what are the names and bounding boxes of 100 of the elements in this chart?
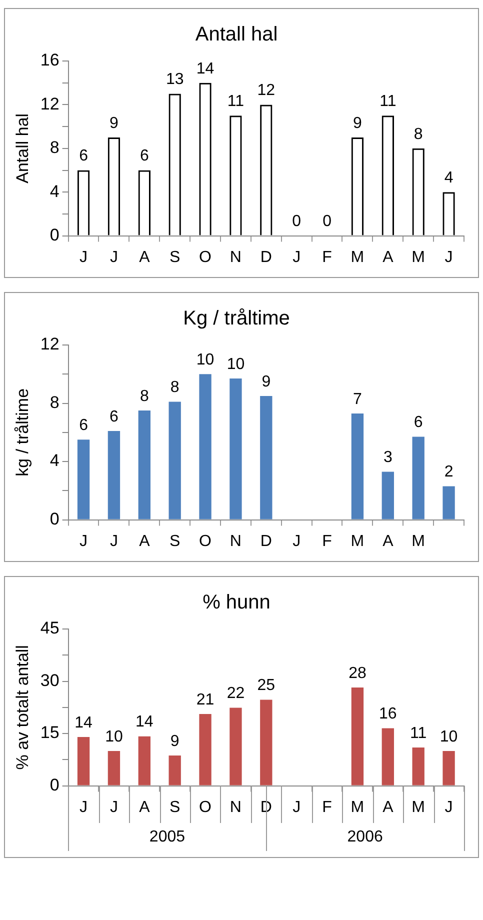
y-tick-label: 12 (40, 94, 60, 114)
y-tick-label: 8 (50, 392, 60, 412)
y-tick-label: 0 (50, 509, 60, 528)
x-tick-label: D (260, 248, 272, 266)
data-label: 10 (440, 728, 458, 746)
bar (77, 737, 90, 786)
data-label: 10 (196, 352, 214, 369)
y-tick-label: 0 (50, 225, 60, 244)
y-axis-title: Antall hal (12, 113, 32, 184)
data-label: 0 (322, 213, 332, 230)
x-tick-label: J (110, 248, 118, 266)
data-label: 3 (383, 449, 392, 466)
data-label: 10 (105, 728, 123, 746)
data-label: 6 (110, 408, 119, 426)
data-label: 25 (257, 677, 276, 694)
x-tick-label: O (199, 248, 212, 266)
y-axis-title: kg / tråltime (12, 388, 32, 476)
data-label: 12 (257, 82, 276, 100)
x-tick-label: F (322, 248, 332, 266)
y-tick-label: 15 (40, 723, 60, 742)
data-label: 9 (170, 732, 180, 750)
x-tick-label: S (170, 532, 180, 550)
text: 2005 (149, 828, 186, 846)
data-label: 13 (166, 71, 184, 88)
data-label: 14 (136, 714, 154, 731)
data-label: 0 (292, 213, 302, 230)
data-label: 6 (140, 148, 149, 165)
bar (412, 436, 424, 520)
data-label: 9 (262, 373, 271, 390)
data-label: 4 (444, 170, 454, 187)
x-tick-label: S (170, 248, 180, 266)
data-label: 8 (170, 379, 180, 396)
x-tick-label: A (382, 532, 394, 550)
data-label: 11 (227, 93, 244, 110)
bar (138, 410, 150, 520)
y-tick-label: 45 (40, 618, 60, 638)
data-label: 10 (226, 356, 245, 373)
bar (442, 486, 455, 520)
bar (382, 728, 394, 786)
y-tick-label: 16 (40, 50, 60, 70)
bar (230, 708, 242, 786)
data-label: 8 (140, 388, 149, 405)
data-label: 28 (348, 664, 366, 682)
bar (199, 714, 212, 786)
x-tick-label: N (230, 532, 242, 550)
x-tick-label: J (444, 798, 453, 816)
x-tick-label: S (170, 798, 180, 816)
x-tick-label: M (350, 248, 364, 266)
x-tick-label: N (230, 798, 242, 816)
chart-title: % hunn (202, 592, 270, 614)
bar (168, 402, 181, 520)
bar (442, 750, 455, 786)
data-label: 2 (444, 464, 454, 481)
bar (138, 736, 150, 786)
bar (382, 472, 394, 520)
bar (260, 700, 272, 786)
bar (351, 413, 364, 520)
x-tick-label: J (110, 532, 118, 550)
y-tick-label: 30 (40, 670, 60, 690)
data-label: 11 (380, 93, 396, 110)
data-label: 11 (410, 724, 427, 742)
x-tick-label: M (350, 798, 364, 816)
bar (230, 378, 242, 520)
bar (77, 440, 90, 520)
x-tick-label: M (412, 248, 426, 266)
x-tick-label: D (260, 532, 272, 550)
x-tick-label: F (322, 798, 332, 816)
data-label: 22 (226, 685, 245, 702)
x-tick-label: M (412, 798, 426, 816)
x-tick-label: O (199, 532, 212, 550)
data-label: 14 (196, 60, 214, 78)
x-tick-label: A (139, 798, 150, 816)
data-label: 8 (414, 126, 423, 143)
bar (260, 396, 272, 520)
y-axis-title: % av totalt antall (12, 645, 32, 770)
bar (108, 750, 120, 786)
data-label: 16 (379, 706, 397, 723)
y-tick-label: 4 (50, 451, 60, 470)
y-tick-label: 8 (50, 138, 60, 158)
y-tick-label: 12 (40, 334, 60, 354)
x-tick-label: A (139, 248, 150, 266)
bar (412, 747, 424, 786)
bar (108, 430, 120, 520)
y-tick-label: 0 (50, 775, 60, 794)
data-label: 7 (353, 390, 362, 408)
data-label: 9 (110, 114, 119, 132)
x-tick-label: J (80, 532, 88, 550)
data-label: 9 (353, 114, 362, 132)
x-tick-label: N (230, 248, 242, 266)
x-tick-label: M (412, 532, 426, 550)
x-tick-label: J (80, 248, 88, 266)
x-tick-label: A (382, 798, 394, 816)
data-label: 21 (196, 691, 214, 708)
x-tick-label: J (292, 532, 301, 550)
y-tick-label: 4 (50, 182, 60, 201)
x-tick-label: M (350, 532, 364, 550)
bar (351, 688, 364, 786)
bar (168, 755, 181, 786)
x-tick-label: J (80, 798, 88, 816)
x-tick-label: J (110, 798, 118, 816)
